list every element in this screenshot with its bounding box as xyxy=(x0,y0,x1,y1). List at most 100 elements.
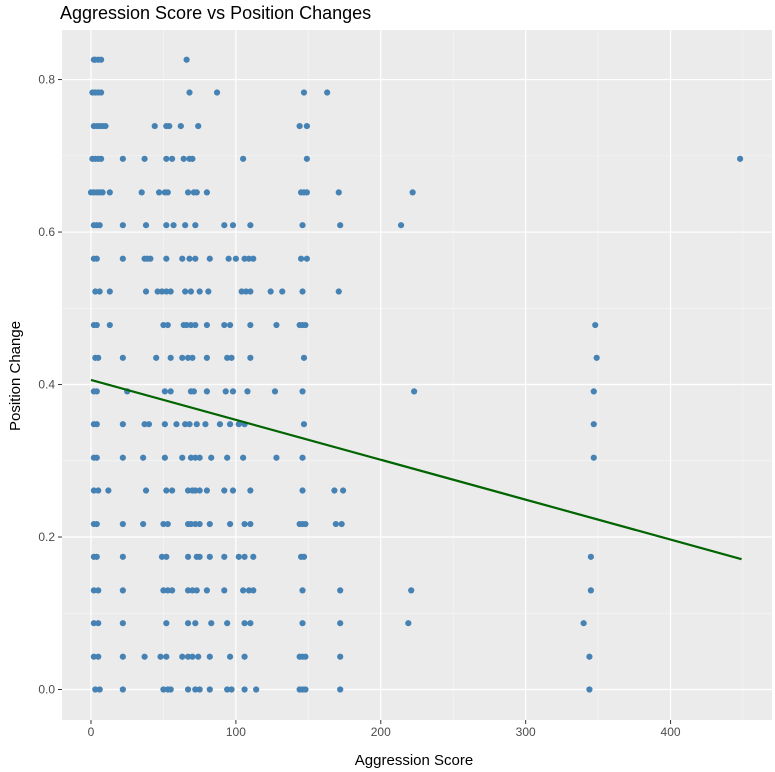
scatter-point xyxy=(163,155,170,162)
scatter-point xyxy=(192,520,199,528)
scatter-point xyxy=(202,421,209,428)
scatter-point xyxy=(241,553,248,560)
scatter-point xyxy=(332,520,339,528)
scatter-point xyxy=(170,222,177,229)
scatter-point xyxy=(299,222,306,229)
scatter-point xyxy=(184,620,192,627)
scatter-point xyxy=(737,155,744,162)
scatter-point xyxy=(242,288,250,295)
scatter-point xyxy=(193,587,200,594)
scatter-point xyxy=(300,421,308,428)
scatter-point xyxy=(247,487,254,494)
scatter-point xyxy=(208,620,215,627)
scatter-point xyxy=(184,553,192,560)
scatter-point xyxy=(299,288,306,295)
y-tick-label: 0.6 xyxy=(38,225,55,239)
scatter-point xyxy=(177,122,184,130)
scatter-point xyxy=(195,122,202,130)
scatter-point xyxy=(90,653,97,660)
scatter-point xyxy=(335,288,342,295)
scatter-point xyxy=(98,89,105,96)
scatter-point xyxy=(244,388,251,395)
scatter-point xyxy=(169,155,176,162)
scatter-point xyxy=(300,89,308,96)
scatter-point xyxy=(221,321,228,329)
scatter-point xyxy=(183,56,190,63)
scatter-point xyxy=(160,587,167,594)
scatter-point xyxy=(206,686,213,693)
chart-title: Aggression Score vs Position Changes xyxy=(60,3,372,23)
scatter-point xyxy=(196,487,203,494)
scatter-point xyxy=(184,487,192,494)
scatter-point xyxy=(206,653,213,660)
scatter-point xyxy=(184,189,192,196)
scatter-point xyxy=(196,520,203,528)
scatter-point xyxy=(302,686,309,693)
scatter-point xyxy=(95,653,102,660)
major-grid xyxy=(62,30,772,720)
scatter-point xyxy=(208,454,215,461)
scatter-point xyxy=(161,421,168,428)
scatter-point xyxy=(335,189,342,196)
scatter-point xyxy=(203,487,210,494)
scatter-point xyxy=(119,155,126,162)
scatter-point xyxy=(226,321,234,329)
y-tick-label: 0.0 xyxy=(38,683,55,697)
scatter-point xyxy=(324,89,331,96)
scatter-point xyxy=(163,653,170,660)
scatter-point xyxy=(179,653,186,660)
scatter-point xyxy=(303,155,310,162)
scatter-point xyxy=(98,155,105,162)
scatter-point xyxy=(163,620,170,627)
scatter-point xyxy=(229,487,237,494)
scatter-point xyxy=(203,388,210,395)
trend-line xyxy=(90,378,742,561)
scatter-point xyxy=(302,321,309,329)
scatter-point xyxy=(224,454,231,461)
scatter-point xyxy=(225,255,232,262)
scatter-point xyxy=(106,288,113,295)
scatter-point xyxy=(106,321,113,329)
trend-layer xyxy=(90,378,742,561)
scatter-point xyxy=(590,421,597,428)
scatter-point xyxy=(338,520,345,528)
scatter-point xyxy=(179,354,186,361)
scatter-point xyxy=(337,620,344,627)
x-tick-label: 400 xyxy=(661,725,681,739)
scatter-point xyxy=(405,620,412,627)
x-axis-title: Aggression Score xyxy=(355,752,473,769)
scatter-point xyxy=(238,288,245,295)
scatter-point xyxy=(303,189,310,196)
scatter-point xyxy=(590,454,597,461)
scatter-point xyxy=(279,288,286,295)
scatter-point xyxy=(164,520,171,528)
scatter-point xyxy=(93,421,100,428)
scatter-point xyxy=(192,487,199,494)
scatter-point xyxy=(142,222,150,229)
scatter-point xyxy=(192,222,199,229)
scatter-point xyxy=(302,653,309,660)
scatter-point xyxy=(164,189,171,196)
scatter-point xyxy=(189,587,196,594)
scatter-point xyxy=(163,222,170,229)
scatter-point xyxy=(161,388,168,395)
scatter-point xyxy=(232,255,239,262)
scatter-point xyxy=(140,454,147,461)
scatter-point xyxy=(187,288,195,295)
scatter-point xyxy=(106,189,113,196)
scatter-point xyxy=(303,122,310,130)
scatter-point xyxy=(186,421,193,428)
scatter-point xyxy=(119,222,126,229)
y-axis-title: Position Change xyxy=(7,321,24,431)
scatter-point xyxy=(203,587,210,594)
scatter-point xyxy=(203,354,210,361)
scatter-point xyxy=(235,421,242,428)
scatter-point xyxy=(163,553,170,560)
scatter-point xyxy=(95,587,102,594)
scatter-point xyxy=(411,388,418,395)
scatter-point xyxy=(187,321,195,329)
scatter-point xyxy=(93,520,100,528)
scatter-point xyxy=(247,354,254,361)
scatter-point xyxy=(141,653,148,660)
scatter-point xyxy=(586,686,593,693)
